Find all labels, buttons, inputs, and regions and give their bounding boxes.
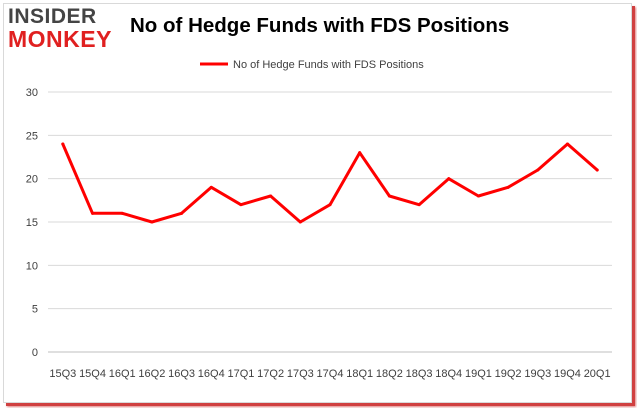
data-point bbox=[536, 168, 540, 172]
x-tick-label: 18Q1 bbox=[346, 368, 373, 380]
y-tick-label: 25 bbox=[26, 130, 38, 142]
data-point bbox=[298, 220, 302, 224]
x-tick-label: 20Q1 bbox=[584, 368, 611, 380]
chart-title: No of Hedge Funds with FDS Positions bbox=[130, 14, 510, 37]
y-tick-label: 20 bbox=[26, 174, 38, 186]
legend: No of Hedge Funds with FDS Positions bbox=[200, 59, 424, 71]
data-point bbox=[61, 142, 65, 146]
chart-frame bbox=[3, 3, 632, 403]
y-tick-label: 0 bbox=[32, 347, 38, 359]
data-point bbox=[328, 203, 332, 207]
data-point bbox=[387, 194, 391, 198]
x-axis-ticks: 15Q3 15Q4 16Q1 16Q2 16Q3 16Q4 17Q1 17Q2 17Q3 17Q4… bbox=[49, 368, 610, 380]
x-tick-label: 19Q1 bbox=[465, 368, 492, 380]
x-tick-label: 18Q2 bbox=[376, 368, 403, 380]
logo-top-text: INSIDER bbox=[8, 5, 97, 28]
x-tick-label: 15Q3 bbox=[49, 368, 76, 380]
data-point bbox=[476, 194, 480, 198]
data-point bbox=[209, 185, 213, 189]
y-tick-label: 10 bbox=[26, 260, 38, 272]
y-axis-ticks: 0 5 10 15 20 25 30 bbox=[26, 87, 38, 359]
data-point bbox=[417, 203, 421, 207]
data-point bbox=[506, 185, 510, 189]
insider-monkey-logo: INSIDER MONKEY bbox=[8, 6, 120, 52]
data-point bbox=[269, 194, 273, 198]
y-tick-label: 15 bbox=[26, 217, 38, 229]
x-tick-label: 19Q3 bbox=[524, 368, 551, 380]
y-tick-label: 30 bbox=[26, 87, 38, 99]
data-point bbox=[91, 211, 95, 215]
data-point bbox=[565, 142, 569, 146]
x-tick-label: 16Q4 bbox=[198, 368, 225, 380]
series-group bbox=[61, 142, 599, 224]
x-tick-label: 19Q4 bbox=[554, 368, 581, 380]
x-tick-label: 17Q1 bbox=[227, 368, 254, 380]
legend-label: No of Hedge Funds with FDS Positions bbox=[233, 59, 424, 71]
x-tick-label: 16Q1 bbox=[109, 368, 136, 380]
data-point bbox=[447, 177, 451, 181]
x-tick-label: 17Q3 bbox=[287, 368, 314, 380]
data-point bbox=[239, 203, 243, 207]
data-point bbox=[120, 211, 124, 215]
x-tick-label: 16Q3 bbox=[168, 368, 195, 380]
x-tick-label: 18Q3 bbox=[406, 368, 433, 380]
series-line bbox=[61, 142, 599, 224]
x-tick-label: 16Q2 bbox=[138, 368, 165, 380]
x-tick-label: 17Q4 bbox=[317, 368, 344, 380]
data-point bbox=[150, 220, 154, 224]
logo-bottom-text: MONKEY bbox=[8, 26, 112, 52]
gridlines bbox=[48, 91, 612, 353]
data-point bbox=[358, 151, 362, 155]
y-tick-label: 5 bbox=[32, 304, 38, 316]
data-point bbox=[595, 168, 599, 172]
x-tick-label: 17Q2 bbox=[257, 368, 284, 380]
data-point bbox=[180, 211, 184, 215]
x-tick-label: 18Q4 bbox=[435, 368, 462, 380]
x-tick-label: 15Q4 bbox=[79, 368, 106, 380]
x-tick-label: 19Q2 bbox=[495, 368, 522, 380]
